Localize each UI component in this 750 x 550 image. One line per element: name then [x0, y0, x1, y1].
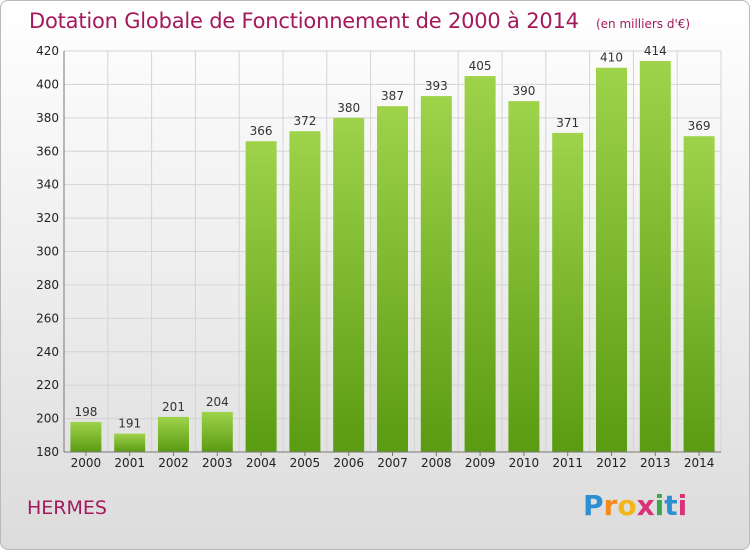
y-tick-label: 240 — [36, 345, 59, 359]
y-tick-label: 280 — [36, 278, 59, 292]
data-label-2001: 191 — [118, 417, 141, 431]
y-tick-label: 200 — [36, 412, 59, 426]
bar-2005[interactable] — [289, 131, 321, 452]
y-tick-label: 360 — [36, 144, 59, 158]
x-tick-label: 2003 — [202, 456, 233, 470]
x-tick-label: 2009 — [465, 456, 496, 470]
bar-2000[interactable] — [70, 421, 102, 452]
data-label-2010: 390 — [512, 84, 535, 98]
bar-2012[interactable] — [596, 67, 627, 452]
logo-letter: o — [617, 489, 637, 522]
chart-unit-note: (en milliers d'€) — [595, 17, 691, 31]
title-row: Dotation Globale de Fonctionnement de 20… — [29, 9, 690, 33]
data-label-2003: 204 — [206, 395, 229, 409]
data-label-2013: 414 — [644, 44, 667, 58]
logo-letter: r — [603, 489, 618, 522]
bar-2008[interactable] — [420, 96, 452, 453]
x-tick-label: 2002 — [158, 456, 189, 470]
data-label-2006: 380 — [337, 101, 360, 115]
y-tick-label: 400 — [36, 77, 59, 91]
data-label-2004: 366 — [250, 124, 273, 138]
x-tick-label: 2010 — [509, 456, 540, 470]
x-tick-label: 2001 — [114, 456, 145, 470]
x-tick-label: 2004 — [246, 456, 277, 470]
logo-letter: i — [654, 489, 665, 522]
y-tick-label: 300 — [36, 245, 59, 259]
bar-2010[interactable] — [508, 101, 540, 452]
bar-2002[interactable] — [158, 416, 189, 452]
y-tick-label: 220 — [36, 378, 59, 392]
data-label-2005: 372 — [293, 114, 316, 128]
y-tick-label: 180 — [36, 445, 59, 459]
bar-2014[interactable] — [683, 136, 715, 452]
data-label-2009: 405 — [469, 59, 492, 73]
x-tick-label: 2000 — [71, 456, 102, 470]
data-label-2007: 387 — [381, 89, 404, 103]
x-tick-label: 2007 — [377, 456, 408, 470]
bar-2003[interactable] — [201, 411, 233, 452]
bars: 198 191 201 204 366 372 380 387 393 405 390 371 410 4… — [70, 44, 715, 453]
x-tick-label: 2011 — [552, 456, 583, 470]
x-tick-label: 2006 — [333, 456, 364, 470]
data-label-2008: 393 — [425, 79, 448, 93]
bar-2011[interactable] — [552, 132, 584, 452]
place-name: HERMES — [27, 497, 107, 519]
y-tick-label: 320 — [36, 211, 59, 225]
bar-2013[interactable] — [639, 61, 671, 453]
x-tick-label: 2014 — [684, 456, 715, 470]
x-tick-label: 2012 — [596, 456, 627, 470]
data-label-2011: 371 — [556, 116, 579, 130]
data-label-2012: 410 — [600, 51, 623, 65]
y-tick-label: 340 — [36, 178, 59, 192]
x-tick-label: 2008 — [421, 456, 452, 470]
bar-2001[interactable] — [114, 433, 146, 452]
bar-2006[interactable] — [333, 117, 365, 452]
bar-2004[interactable] — [245, 141, 277, 452]
bar-2009[interactable] — [464, 76, 496, 452]
logo-letter: t — [664, 489, 678, 522]
logo-letter: i — [677, 489, 688, 522]
bar-2007[interactable] — [377, 106, 408, 452]
data-label-2002: 201 — [162, 400, 185, 414]
proxiti-logo[interactable]: Proxiti — [583, 489, 687, 522]
data-label-2000: 198 — [74, 405, 97, 419]
axes: 180 200 220 240 260 280 300 320 340 360 380 400 420 2… — [36, 44, 721, 470]
data-label-2014: 369 — [688, 119, 711, 133]
x-tick-label: 2005 — [290, 456, 321, 470]
y-tick-label: 380 — [36, 111, 59, 125]
y-tick-label: 420 — [36, 44, 59, 58]
y-tick-label: 260 — [36, 311, 59, 325]
chart-title: Dotation Globale de Fonctionnement de 20… — [29, 9, 579, 33]
logo-letter: P — [583, 489, 604, 522]
x-tick-label: 2013 — [640, 456, 671, 470]
logo-letter: x — [636, 489, 655, 522]
